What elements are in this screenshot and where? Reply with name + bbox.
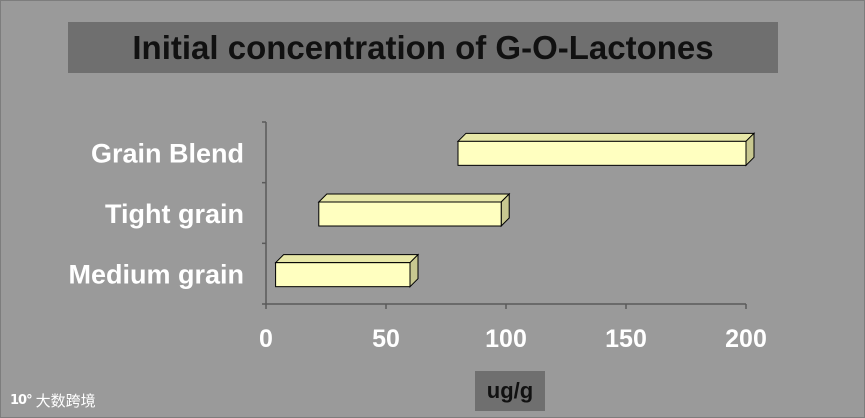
bar-top-face (456, 132, 756, 142)
x-axis-label: ug/g (486, 378, 534, 403)
chart-title: Initial concentration of G-O-Lactones (132, 28, 714, 66)
category-label: Tight grain (105, 199, 244, 229)
watermark-logo-icon: 10° (10, 393, 33, 408)
watermark-text: 大数跨境 (35, 392, 96, 410)
x-tick-label: 0 (259, 325, 273, 353)
watermark: 10° 大数跨境 (10, 390, 96, 411)
x-tick-label: 200 (725, 325, 767, 353)
category-label: Grain Blend (91, 138, 244, 168)
category-label: Medium grain (68, 260, 244, 290)
chart-title-box: Initial concentration of G-O-Lactones (68, 22, 778, 73)
bar-tight-grain (318, 201, 502, 227)
x-tick-label: 150 (605, 325, 647, 353)
x-axis-label-box: ug/g (475, 371, 545, 411)
x-tick-label: 100 (485, 325, 527, 353)
bar-grain-blend (457, 140, 747, 166)
bar-top-face (317, 193, 511, 203)
x-tick-label: 50 (372, 325, 400, 353)
bar-medium-grain (275, 262, 411, 288)
bar-top-face (274, 254, 420, 264)
